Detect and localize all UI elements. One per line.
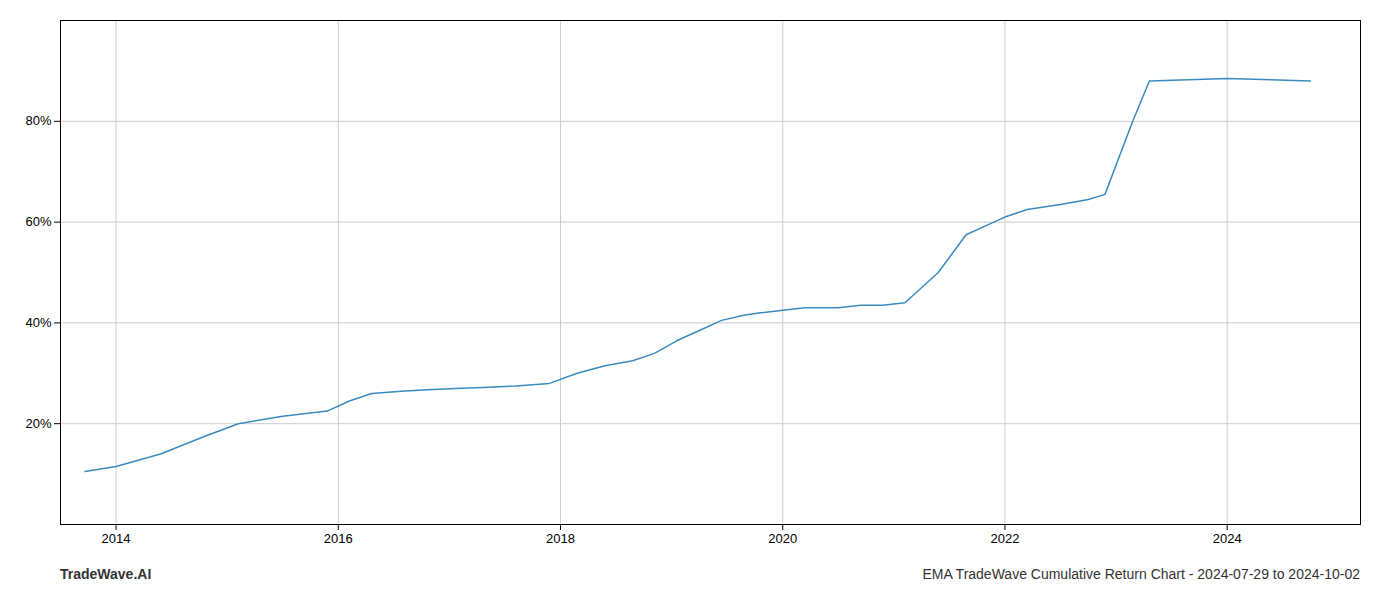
svg-text:60%: 60%: [25, 214, 51, 229]
svg-text:20%: 20%: [25, 416, 51, 431]
svg-text:2024: 2024: [1213, 531, 1242, 546]
html-text:EMA TradeWave Cumulative Retur: EMA TradeWave Cumulative Return Chart - …: [922, 566, 1360, 582]
html-text:TradeWave.AI: TradeWave.AI: [60, 566, 152, 582]
svg-text:80%: 80%: [25, 113, 51, 128]
svg-text:2022: 2022: [990, 531, 1019, 546]
svg-text:40%: 40%: [25, 315, 51, 330]
svg-text:2020: 2020: [768, 531, 797, 546]
svg-text:2014: 2014: [102, 531, 131, 546]
svg-text:2018: 2018: [546, 531, 575, 546]
svg-text:2016: 2016: [324, 531, 353, 546]
